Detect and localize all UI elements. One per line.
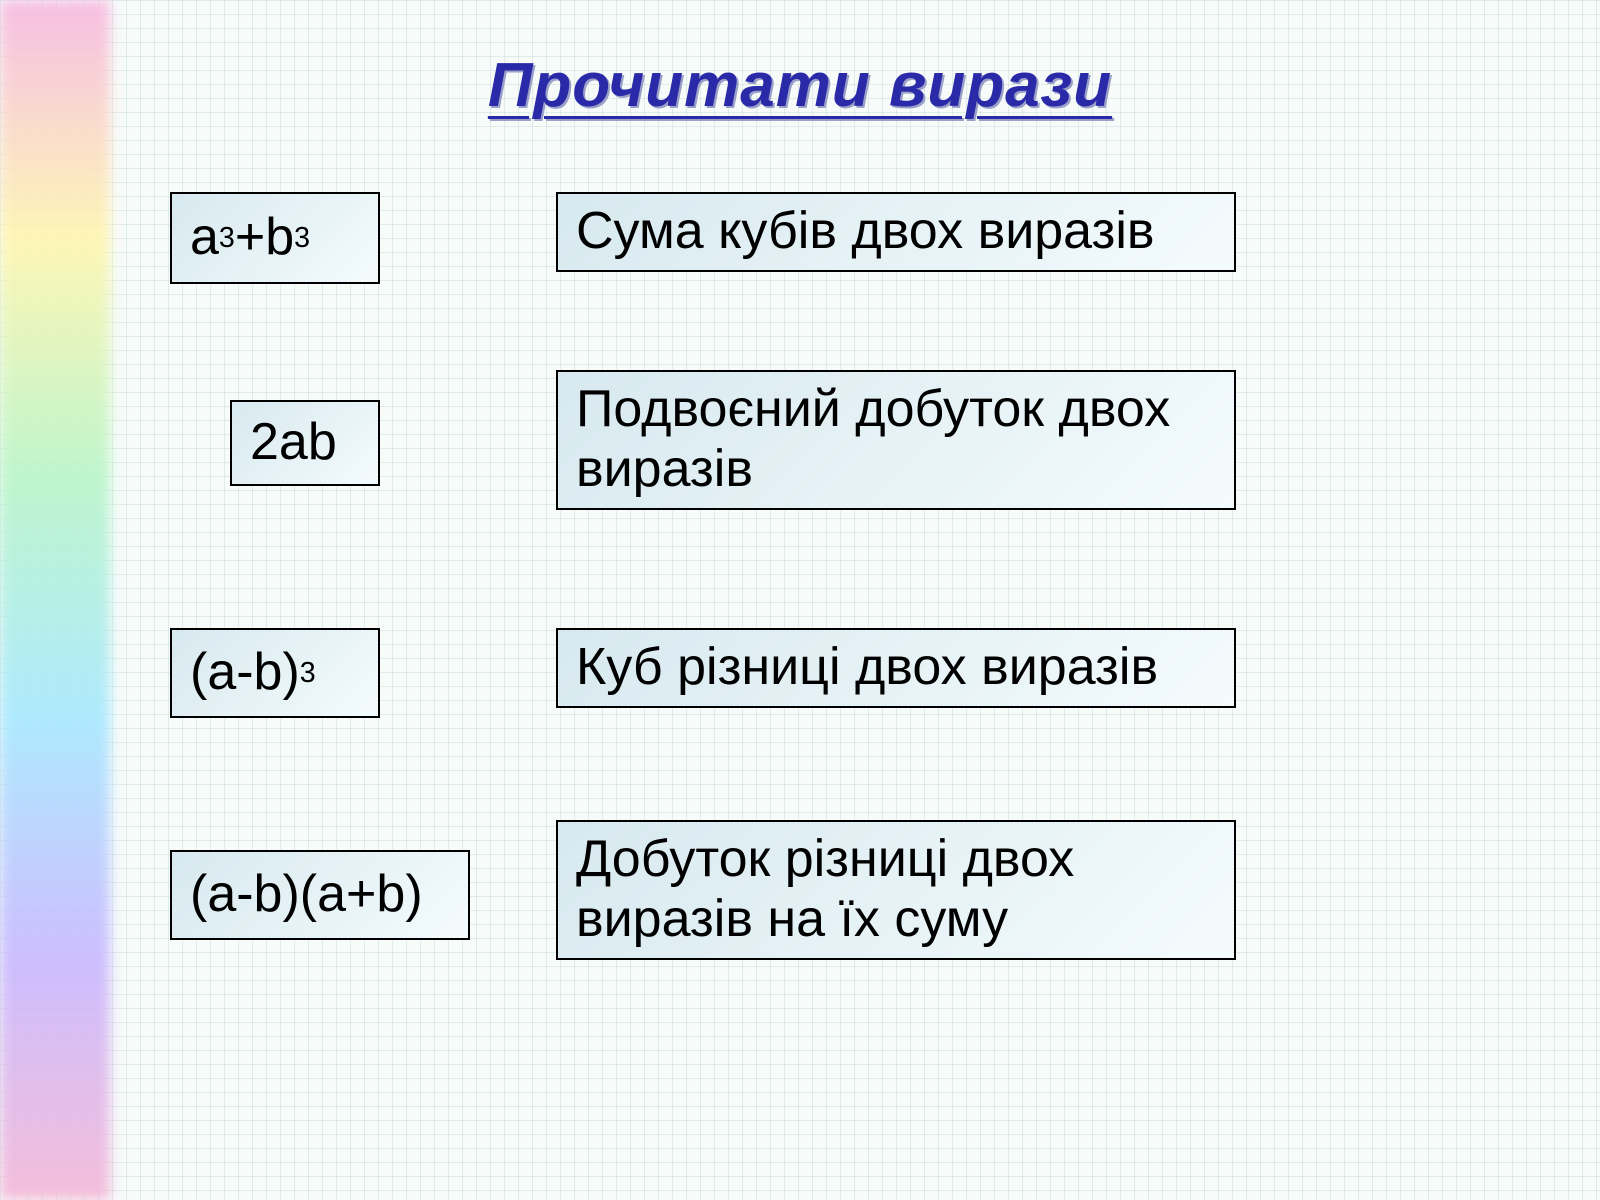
description-box: Подвоєний добуток двох виразів [556,370,1236,510]
expression-box: (a-b)3 [170,628,380,718]
expression-box: (a-b)(a+b) [170,850,470,940]
slide: Прочитати вирази a3+b3 Сума кубів двох ви… [0,0,1600,1200]
slide-title: Прочитати вирази [0,50,1600,121]
description-box: Куб різниці двох виразів [556,628,1236,708]
description-box: Сума кубів двох виразів [556,192,1236,272]
expression-box: a3+b3 [170,192,380,284]
expression-box: 2ab [230,400,380,486]
description-box: Добуток різниці двох виразів на їх суму [556,820,1236,960]
